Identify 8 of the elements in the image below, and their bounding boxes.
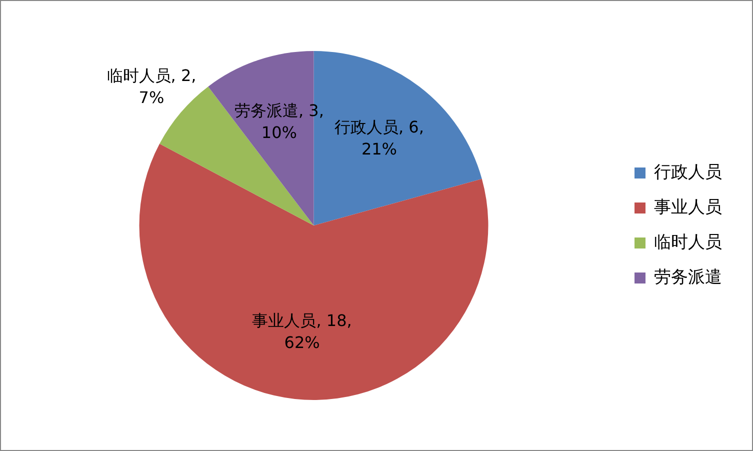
data-label: 劳务派遣, 3, 10% [234,101,324,142]
data-label: 行政人员, 6, 21% [334,118,424,159]
legend-label: 行政人员 [654,162,722,182]
legend-label: 事业人员 [654,197,722,218]
legend-label: 临时人员 [654,232,722,252]
data-label: 事业人员, 18, 62% [252,311,352,352]
data-label: 临时人员, 2, 7% [106,66,196,107]
legend-label: 劳务派遣 [654,267,722,288]
